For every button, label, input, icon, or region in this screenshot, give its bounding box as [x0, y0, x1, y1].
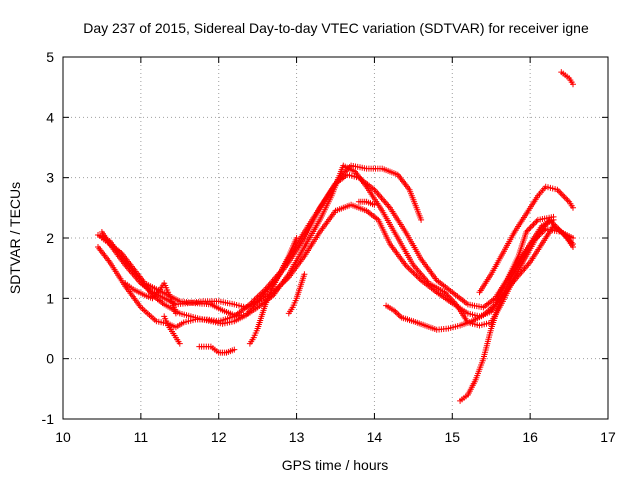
data-series-s7 — [196, 343, 238, 356]
data-series-s8 — [246, 235, 300, 347]
x-tick-label: 17 — [600, 429, 616, 445]
data-series — [95, 69, 576, 404]
data-point-marker — [570, 81, 576, 88]
data-point-marker — [570, 244, 576, 250]
y-axis-label: SDTVAR / TECUs — [7, 182, 23, 294]
y-tick-label: 5 — [46, 49, 54, 65]
x-axis-label: GPS time / hours — [282, 457, 389, 473]
data-series-s5 — [122, 280, 179, 317]
x-tick-label: 14 — [367, 429, 383, 445]
data-series-s9 — [285, 271, 308, 317]
data-series-s13 — [476, 183, 576, 296]
grid-lines — [63, 57, 608, 419]
chart-title: Day 237 of 2015, Sidereal Day-to-day VTE… — [83, 20, 589, 36]
data-point-marker — [293, 235, 300, 241]
x-tick-label: 16 — [522, 429, 538, 445]
x-tick-label: 12 — [211, 429, 227, 445]
data-series-s14 — [558, 69, 576, 88]
data-point-marker — [550, 216, 557, 223]
data-point-marker — [172, 310, 179, 317]
data-point-marker — [570, 235, 576, 241]
x-tick-label: 13 — [289, 429, 305, 445]
x-tick-label: 10 — [55, 429, 71, 445]
data-point-marker — [176, 340, 183, 347]
y-tick-label: 2 — [46, 230, 54, 246]
y-tick-label: 0 — [46, 351, 54, 367]
y-tick-label: 3 — [46, 170, 54, 186]
x-tick-label: 11 — [134, 429, 149, 445]
data-point-marker — [231, 346, 238, 353]
plot-frame — [62, 56, 609, 420]
data-point-marker — [570, 204, 576, 211]
x-tick-label: 15 — [444, 429, 460, 445]
data-series-s12 — [457, 216, 557, 404]
data-series-s6 — [161, 313, 183, 347]
y-tick-label: -1 — [42, 411, 55, 427]
y-tick-label: 4 — [46, 109, 54, 125]
data-point-marker — [418, 216, 425, 223]
y-tick-label: 1 — [46, 290, 54, 306]
data-series-s10 — [355, 198, 378, 208]
data-point-marker — [371, 201, 378, 208]
data-point-marker — [301, 271, 308, 278]
